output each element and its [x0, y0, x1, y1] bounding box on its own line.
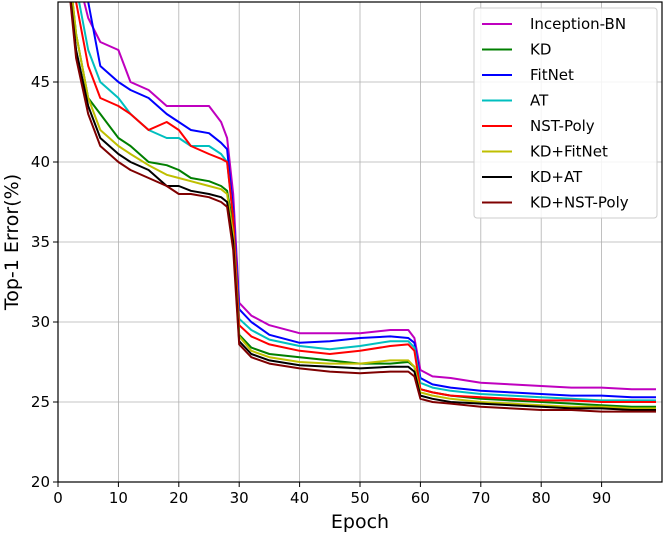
- series-line-nst-poly: [75, 2, 656, 403]
- y-tick-label: 30: [31, 313, 50, 331]
- legend-label: KD+NST-Poly: [530, 194, 629, 212]
- x-tick-label: 0: [53, 489, 63, 507]
- legend: Inception-BN KD FitNet AT NST-Poly KD+FitNet K…: [473, 7, 658, 219]
- x-tick-label: 20: [169, 489, 188, 507]
- legend-box: [473, 7, 658, 219]
- legend-label: KD+FitNet: [530, 143, 608, 161]
- y-tick-label: 35: [31, 233, 50, 251]
- x-tick-label: 80: [532, 489, 551, 507]
- x-tick-label: 90: [592, 489, 611, 507]
- x-tick-label: 70: [471, 489, 490, 507]
- series-line-kd-fitnet: [71, 2, 656, 410]
- legend-label: FitNet: [530, 66, 574, 84]
- series-line-kd-at: [69, 2, 656, 411]
- series-layer: [69, 2, 656, 413]
- x-axis: 0 10 20 30 40 50 60 70 80 90: [53, 482, 611, 507]
- series-line-fitnet: [87, 2, 656, 399]
- series-line-inception-bn: [83, 2, 656, 391]
- legend-label: AT: [530, 92, 549, 110]
- y-axis: 20 25 30 35 40 45: [31, 73, 58, 491]
- x-tick-label: 40: [290, 489, 309, 507]
- y-tick-label: 25: [31, 393, 50, 411]
- series-line-kd-nst-poly: [69, 2, 656, 413]
- legend-label: KD: [530, 41, 551, 59]
- legend-label: KD+AT: [530, 168, 583, 186]
- x-tick-label: 10: [109, 489, 128, 507]
- y-tick-label: 20: [31, 473, 50, 491]
- x-tick-label: 50: [350, 489, 369, 507]
- y-tick-label: 40: [31, 153, 50, 171]
- series-line-kd: [71, 2, 656, 408]
- x-tick-label: 30: [230, 489, 249, 507]
- legend-label: Inception-BN: [530, 15, 626, 33]
- x-tick-label: 60: [411, 489, 430, 507]
- y-tick-label: 45: [31, 73, 50, 91]
- legend-label: NST-Poly: [530, 117, 595, 135]
- x-axis-label: Epoch: [331, 511, 389, 533]
- y-axis-label: Top-1 Error(%): [1, 174, 23, 311]
